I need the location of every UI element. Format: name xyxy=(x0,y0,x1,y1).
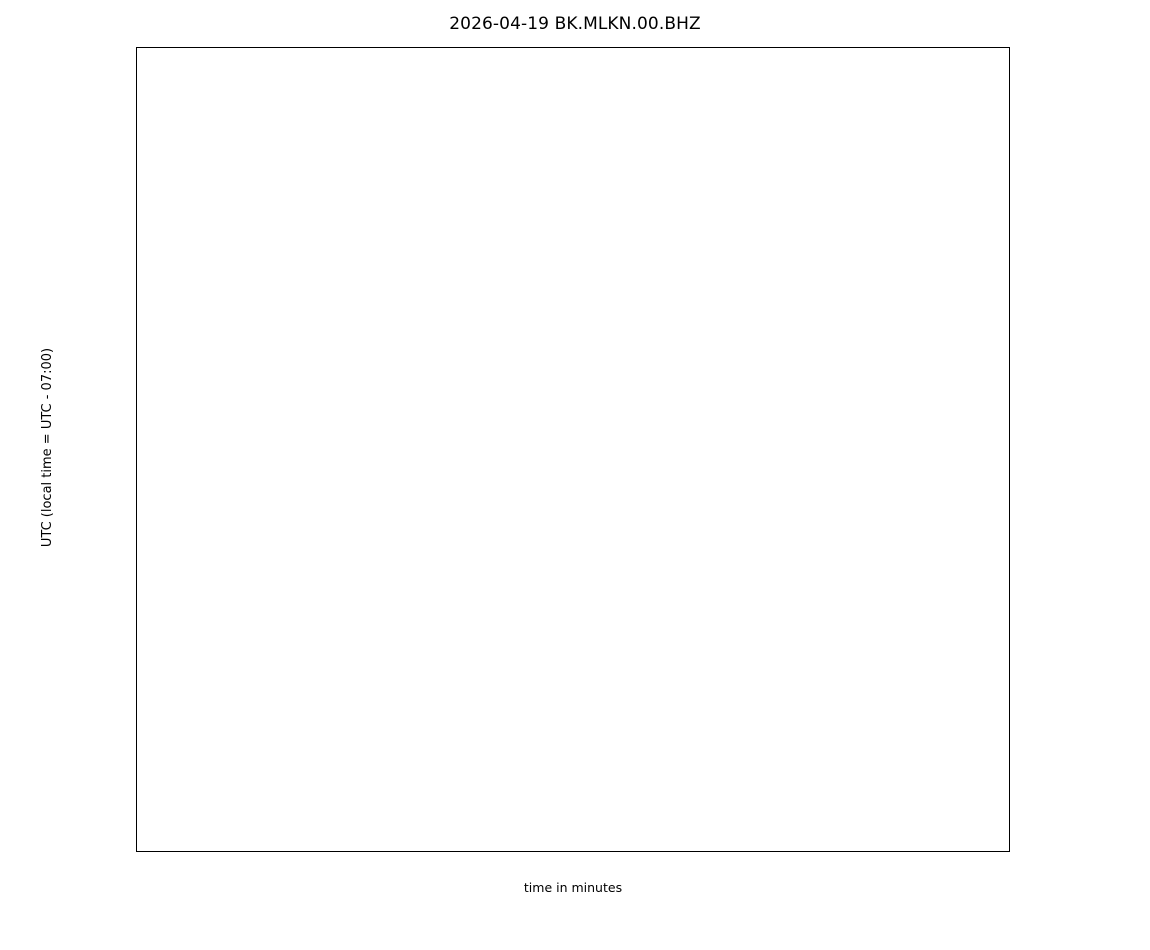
x-axis-title: time in minutes xyxy=(523,880,623,895)
left-time-axis xyxy=(0,47,136,852)
right-time-axis xyxy=(1010,47,1150,852)
seismic-traces xyxy=(137,48,1009,851)
page-title: 2026-04-19 BK.MLKN.00.BHZ xyxy=(449,14,701,34)
plot-area xyxy=(136,47,1010,852)
